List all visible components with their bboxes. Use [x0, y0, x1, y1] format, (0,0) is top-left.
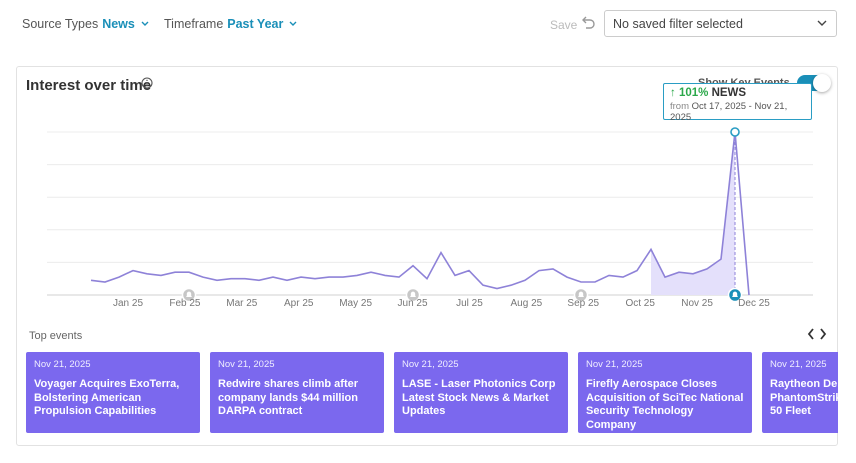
x-axis-tick-label: Sep 25 — [567, 298, 600, 309]
tooltip-range: Oct 17, 2025 - Nov 21, 2025 — [670, 101, 788, 123]
key-event-markers — [181, 287, 743, 303]
tooltip-source: NEWS — [711, 87, 747, 99]
next-arrow-icon[interactable] — [819, 328, 827, 340]
event-title: LASE - Laser Photonics Corp Latest Stock… — [402, 378, 556, 417]
saved-filter-value: No saved filter selected — [613, 17, 743, 31]
info-icon[interactable] — [141, 77, 153, 89]
undo-icon[interactable] — [580, 15, 596, 31]
x-axis-tick-label: Oct 25 — [625, 298, 655, 309]
interest-chart — [47, 127, 813, 303]
event-title: Voyager Acquires ExoTerra, Bolstering Am… — [34, 378, 180, 417]
x-axis-tick-label: Jan 25 — [112, 298, 144, 309]
chevron-down-icon — [817, 20, 827, 26]
x-axis-tick-label: Feb 25 — [169, 298, 201, 309]
peak-tooltip: ↑ 101% NEWS from Oct 17, 2025 - Nov 21, … — [663, 83, 812, 123]
chevron-down-icon — [141, 21, 149, 26]
top-events-label: Top events — [29, 330, 83, 342]
x-axis-tick-label: Aug 25 — [510, 298, 543, 309]
series-line — [90, 131, 750, 296]
event-date: Nov 21, 2025 — [402, 359, 459, 370]
x-axis-tick-label: May 25 — [339, 298, 373, 309]
timeframe-label: Timeframe — [164, 17, 224, 31]
bell-icon — [186, 291, 192, 297]
event-title: Redwire shares climb after company lands… — [218, 378, 359, 417]
highlight-area — [651, 132, 735, 295]
x-axis-tick-label: Jun 25 — [397, 298, 428, 309]
interest-over-time-card: Interest over time Show Key Events ↑ 101… — [16, 66, 838, 446]
event-card[interactable]: Nov 21, 2025 Voyager Acquires ExoTerra, … — [26, 352, 200, 433]
event-card[interactable]: Nov 21, 2025 Raytheon Delivers PhantomSt… — [762, 352, 838, 433]
saved-filter-select[interactable]: No saved filter selected — [604, 10, 837, 37]
event-date: Nov 21, 2025 — [34, 359, 91, 370]
bell-icon — [410, 291, 416, 297]
event-date: Nov 21, 2025 — [770, 359, 827, 370]
x-axis-tick-label: Nov 25 — [681, 298, 713, 309]
change-percent: 101% — [678, 87, 709, 99]
x-axis-tick-label: Jul 25 — [456, 298, 483, 309]
source-types-value: News — [102, 17, 135, 31]
card-title: Interest over time — [26, 77, 152, 94]
bell-icon — [578, 291, 584, 297]
filter-bar: Source Types News Timeframe Past Year Sa… — [0, 0, 856, 48]
prev-arrow-icon[interactable] — [807, 328, 815, 340]
event-date: Nov 21, 2025 — [586, 359, 643, 370]
event-date: Nov 21, 2025 — [218, 359, 275, 370]
bell-icon — [732, 291, 738, 297]
timeframe-value: Past Year — [227, 17, 284, 31]
x-axis-tick-label: Apr 25 — [283, 298, 314, 309]
x-axis-tick-label: Mar 25 — [226, 298, 258, 309]
event-title: Firefly Aerospace Closes Acquisition of … — [586, 378, 744, 431]
event-card[interactable]: Nov 21, 2025 Redwire shares climb after … — [210, 352, 384, 433]
event-title: Raytheon Delivers PhantomStrike Radar fo… — [770, 378, 838, 417]
top-events-carousel: Nov 21, 2025 Voyager Acquires ExoTerra, … — [26, 352, 838, 434]
event-card[interactable]: Nov 21, 2025 LASE - Laser Photonics Corp… — [394, 352, 568, 433]
tooltip-from-label: from — [670, 101, 689, 112]
timeframe-filter[interactable]: Timeframe Past Year — [164, 17, 297, 31]
up-arrow-icon: ↑ — [670, 87, 676, 99]
event-card[interactable]: Nov 21, 2025 Firefly Aerospace Closes Ac… — [578, 352, 752, 433]
chart-grid — [47, 131, 813, 296]
peak-point — [730, 127, 740, 137]
source-types-filter[interactable]: Source Types News — [22, 17, 149, 31]
x-axis-tick-label: Dec 25 — [738, 298, 770, 309]
chevron-down-icon — [289, 21, 297, 26]
source-types-label: Source Types — [22, 17, 99, 31]
save-button[interactable]: Save — [550, 18, 578, 32]
toggle-knob — [813, 74, 831, 92]
